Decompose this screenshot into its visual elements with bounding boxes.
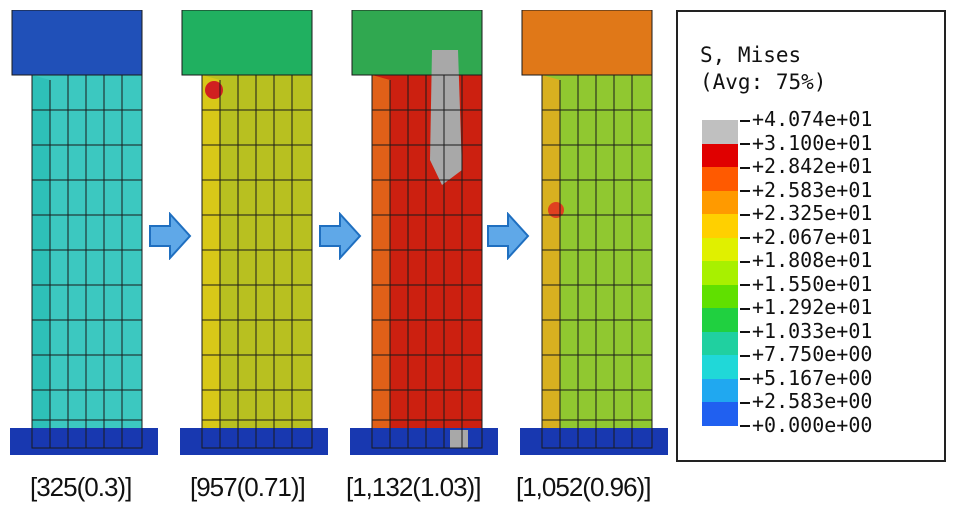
legend-swatch <box>702 378 738 402</box>
legend-value: +1.808e+01 <box>740 248 872 273</box>
legend-swatch <box>702 261 738 285</box>
stress-legend: S, Mises (Avg: 75%) +4.074e+01 +3.100e+01… <box>676 10 946 462</box>
legend-swatch <box>702 402 738 426</box>
column-mesh-3 <box>350 10 498 455</box>
stress-column-panel-1 <box>10 10 158 460</box>
legend-swatch <box>702 284 738 308</box>
column-mesh-4 <box>520 10 668 455</box>
legend-value: +2.842e+01 <box>740 154 872 179</box>
panel-caption-1: [325(0.3)] <box>30 472 132 502</box>
legend-swatch <box>702 355 738 379</box>
legend-value: +2.583e+00 <box>740 389 872 414</box>
legend-value: +2.067e+01 <box>740 225 872 250</box>
legend-title: S, Mises (Avg: 75%) <box>700 42 826 96</box>
panel-caption-3: [1,132(1.03)] <box>346 472 481 502</box>
legend-swatch <box>702 331 738 355</box>
legend-value: +1.033e+01 <box>740 319 872 344</box>
legend-swatch <box>702 120 738 144</box>
right-arrow-icon <box>148 211 192 261</box>
legend-value-labels: +4.074e+01 +3.100e+01 +2.842e+01 +2.583e+01… <box>740 107 872 438</box>
legend-swatch <box>702 167 738 191</box>
legend-value: +0.000e+00 <box>740 413 872 438</box>
legend-swatch <box>702 143 738 167</box>
panel-caption-2: [957(0.71)] <box>190 472 306 502</box>
legend-value: +2.325e+01 <box>740 201 872 226</box>
legend-value: +4.074e+01 <box>740 107 872 132</box>
legend-swatch <box>702 237 738 261</box>
stress-column-panel-2 <box>180 10 328 460</box>
legend-title-line2: (Avg: 75%) <box>700 70 827 94</box>
legend-value: +1.550e+01 <box>740 272 872 297</box>
legend-swatch <box>702 190 738 214</box>
legend-value: +1.292e+01 <box>740 295 872 320</box>
stress-column-panel-4 <box>520 10 668 460</box>
legend-color-bar <box>702 120 738 426</box>
column-mesh-2 <box>180 10 328 455</box>
right-arrow-icon <box>486 211 530 261</box>
legend-swatch <box>702 214 738 238</box>
column-mesh-1 <box>10 10 158 455</box>
right-arrow-icon <box>318 211 362 261</box>
panel-caption-4: [1,052(0.96)] <box>516 472 651 502</box>
legend-value: +5.167e+00 <box>740 366 872 391</box>
legend-title-line1: S, Mises <box>700 43 802 67</box>
legend-value: +7.750e+00 <box>740 342 872 367</box>
legend-value: +2.583e+01 <box>740 178 872 203</box>
legend-swatch <box>702 308 738 332</box>
legend-value: +3.100e+01 <box>740 131 872 156</box>
stress-column-panel-3 <box>350 10 498 460</box>
